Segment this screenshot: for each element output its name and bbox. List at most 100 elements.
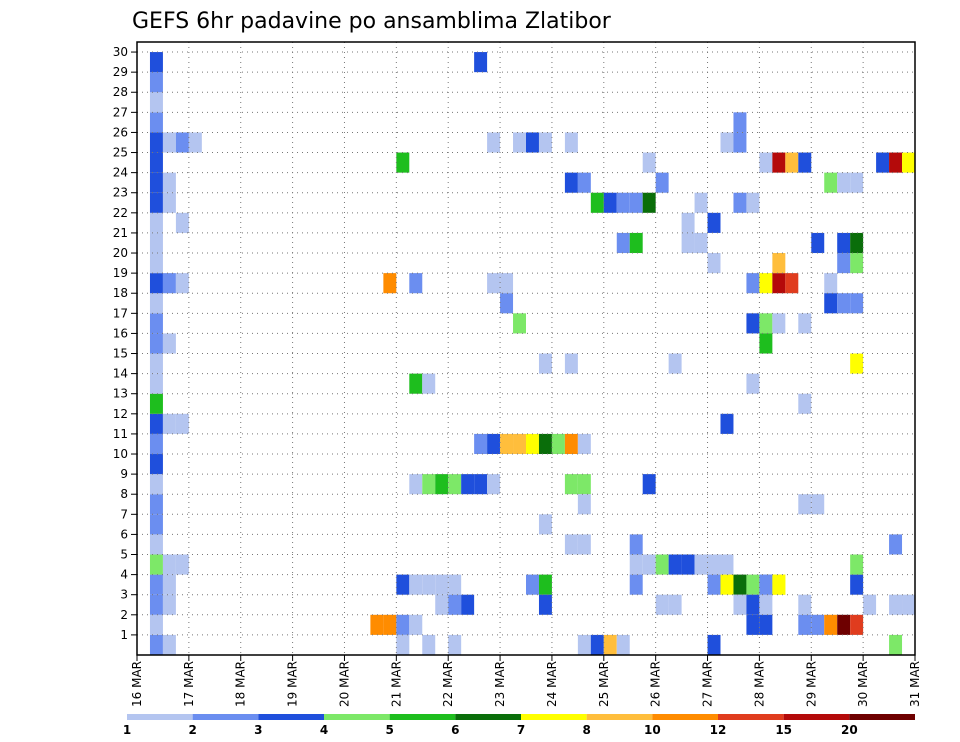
heatmap-cell <box>694 192 708 213</box>
heatmap-cell <box>577 494 591 515</box>
heatmap-cell <box>616 634 630 655</box>
y-tick-label: 30 <box>113 45 128 59</box>
x-tick-label: 25 MAR <box>597 661 611 707</box>
heatmap-cell <box>149 534 163 555</box>
heatmap-cell <box>902 152 915 173</box>
heatmap-cell <box>694 554 708 575</box>
heatmap-cell <box>448 634 462 655</box>
heatmap-cell <box>629 574 643 595</box>
heatmap-cell <box>720 132 734 153</box>
heatmap-cell <box>668 594 682 615</box>
heatmap-cell <box>564 433 578 455</box>
y-tick-label: 18 <box>113 286 128 300</box>
heatmap-cell <box>487 132 501 153</box>
heatmap-cell <box>383 614 397 635</box>
heatmap-cell <box>681 232 695 254</box>
heatmap-cell <box>824 172 838 193</box>
heatmap-cell <box>837 293 851 314</box>
heatmap-cell <box>526 574 539 595</box>
heatmap-cell <box>798 152 812 173</box>
heatmap-cell <box>629 192 643 213</box>
heatmap-cell <box>474 433 488 455</box>
heatmap-cell <box>162 634 176 655</box>
heatmap-cell <box>162 574 176 595</box>
heatmap-cell <box>850 232 864 254</box>
heatmap-cell <box>837 172 851 193</box>
heatmap-cell <box>798 494 812 515</box>
heatmap-cell <box>850 614 864 635</box>
heatmap-cell <box>564 172 578 193</box>
heatmap-cell <box>188 132 202 153</box>
heatmap-cell <box>733 112 747 133</box>
y-tick-label: 12 <box>113 407 128 421</box>
y-tick-label: 2 <box>120 608 128 622</box>
heatmap-cell <box>149 293 163 314</box>
legend-swatch <box>652 714 718 720</box>
heatmap-cell <box>811 494 825 515</box>
y-tick-label: 15 <box>113 347 128 361</box>
legend-swatch <box>455 714 521 720</box>
y-tick-label: 6 <box>120 527 128 541</box>
plot-frame <box>136 41 916 656</box>
heatmap-cell <box>694 232 708 254</box>
heatmap-cell <box>162 413 176 434</box>
heatmap-cell <box>564 474 578 495</box>
heatmap-cell <box>513 132 526 153</box>
heatmap-cell <box>720 574 734 595</box>
heatmap-cell <box>551 433 565 455</box>
heatmap-cell <box>149 574 163 595</box>
heatmap-cell <box>487 474 501 495</box>
heatmap-cell <box>149 112 163 133</box>
heatmap-cell <box>149 554 163 575</box>
heatmap-cell <box>746 574 760 595</box>
y-tick-label: 10 <box>113 447 128 461</box>
heatmap-cell <box>396 152 410 173</box>
heatmap-cell <box>474 52 488 73</box>
heatmap-cell <box>422 574 436 595</box>
legend-label: 12 <box>710 723 727 737</box>
heatmap-cell <box>474 474 488 495</box>
heatmap-cell <box>746 192 760 213</box>
heatmap-cell <box>149 273 163 294</box>
grid-lines <box>137 42 915 655</box>
heatmap-cell <box>149 333 163 354</box>
heatmap-cell <box>149 172 163 193</box>
heatmap-cell <box>435 594 449 615</box>
heatmap-cell <box>538 594 552 615</box>
heatmap-cell <box>655 172 669 193</box>
heatmap-cell <box>149 433 163 455</box>
heatmap-cell <box>824 614 838 635</box>
heatmap-cell <box>577 534 591 555</box>
y-tick-label: 5 <box>120 548 128 562</box>
heatmap-cell <box>759 333 773 354</box>
x-tick-label: 26 MAR <box>649 661 663 707</box>
heatmap-cell <box>746 614 760 635</box>
heatmap-cell <box>487 433 501 455</box>
y-tick-label: 27 <box>113 105 128 119</box>
heatmap-cell <box>681 212 695 233</box>
heatmap-cell <box>149 454 163 475</box>
x-tick-label: 24 MAR <box>545 661 559 707</box>
heatmap-cell <box>837 614 851 635</box>
heatmap-cell <box>902 594 915 615</box>
heatmap-cells <box>149 52 915 655</box>
heatmap-cell <box>850 554 864 575</box>
heatmap-cell <box>681 554 695 575</box>
legend-swatch <box>389 714 456 720</box>
heatmap-cell <box>772 313 786 334</box>
y-tick-label: 4 <box>120 568 128 582</box>
heatmap-cell <box>785 152 799 173</box>
heatmap-cell <box>149 253 163 274</box>
heatmap-cell <box>175 132 189 153</box>
heatmap-cell <box>733 192 747 213</box>
heatmap-cell <box>383 273 397 294</box>
heatmap-cell <box>149 92 163 113</box>
heatmap-cell <box>733 594 747 615</box>
heatmap-cell <box>720 554 734 575</box>
legend-label: 5 <box>385 723 393 737</box>
heatmap-cell <box>149 192 163 213</box>
legend-swatch <box>192 714 259 720</box>
heatmap-cell <box>850 172 864 193</box>
legend-label: 15 <box>775 723 792 737</box>
